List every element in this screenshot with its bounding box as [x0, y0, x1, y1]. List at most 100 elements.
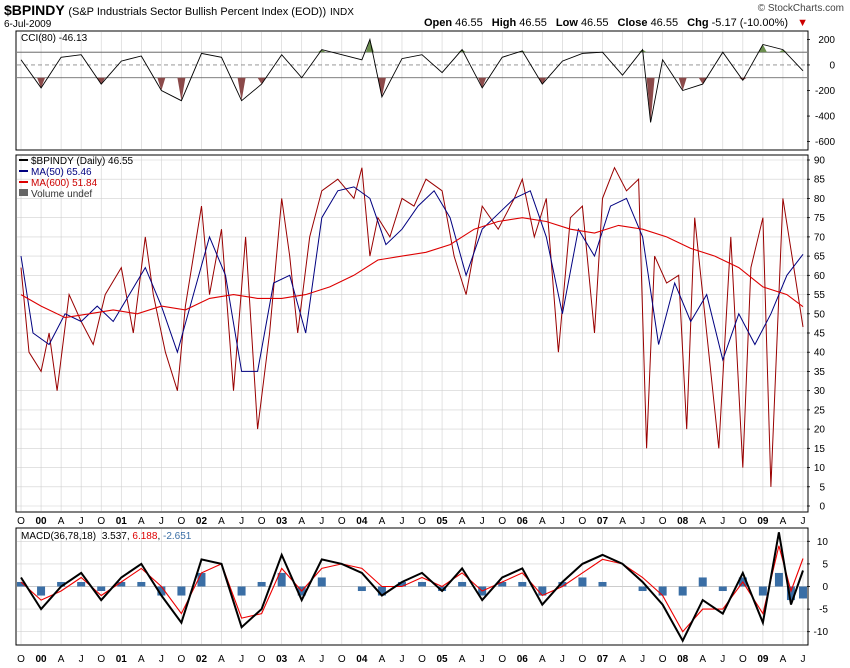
- macd-xtick-label-30: A: [619, 654, 626, 665]
- macd-legend-name: MACD(36,78,18): [21, 531, 96, 542]
- macd-xtick-label-13: 03: [276, 654, 288, 665]
- macd-legend-sep2: ,: [157, 531, 163, 542]
- macd-xtick-label-32: O: [659, 654, 667, 665]
- macd-xtick-label-18: A: [379, 654, 386, 665]
- macd-hist-bar-35: [718, 586, 727, 592]
- price-xtick-label-22: A: [459, 516, 466, 527]
- macd-hist-bar-15: [317, 577, 326, 587]
- macd-xtick-label-0: O: [17, 654, 25, 665]
- price-xtick-label-13: 03: [276, 516, 288, 527]
- macd-legend: MACD(36,78,18) 3.537, 6.188, -2.651: [21, 531, 192, 542]
- price-xtick-label-36: O: [739, 516, 747, 527]
- macd-ytick-label-1: 5: [822, 559, 828, 570]
- macd-xtick-label-20: O: [418, 654, 426, 665]
- macd-hist-bar-11: [237, 586, 246, 596]
- macd-hist-bar-19: [397, 581, 406, 587]
- macd-hist-bar-12: [257, 581, 266, 587]
- macd-hist-bar-3: [77, 581, 86, 587]
- macd-xtick-label-17: 04: [356, 654, 368, 665]
- price-xtick-label-38: A: [780, 516, 787, 527]
- macd-layer: 10 5 0 -5 -10: [17, 529, 828, 644]
- close-value: 46.55: [650, 17, 679, 29]
- ma600-legend-swatch: [19, 181, 28, 183]
- macd-hist-bar-24: [498, 581, 507, 587]
- macd-hist-bar-0: [17, 581, 26, 587]
- price-xtick-label-26: A: [539, 516, 546, 527]
- macd-hist-bar-18: [377, 586, 386, 596]
- low-value: 46.55: [580, 17, 609, 29]
- price-xtick-label-11: J: [239, 516, 244, 527]
- price-xtick-label-19: J: [399, 516, 404, 527]
- macd-xtick-label-29: 07: [597, 654, 609, 665]
- macd-xtick-label-6: A: [138, 654, 145, 665]
- macd-legend-value: 3.537: [102, 531, 127, 542]
- exchange: INDX: [330, 7, 354, 18]
- cci-ytick-label-3: -400: [815, 112, 835, 123]
- ma600-legend: MA(600) 51.84: [31, 178, 98, 189]
- macd-hist-bar-34: [698, 577, 707, 587]
- price-xtick-label-37: 09: [757, 516, 769, 527]
- ohlc-summary: Open 46.55 High 46.55 Low 46.55 Close 46…: [424, 17, 808, 29]
- low-label: Low: [555, 17, 578, 29]
- macd-xtick-label-38: A: [780, 654, 787, 665]
- cci-fill-38: [738, 77, 747, 81]
- chg-down-icon: ▼: [797, 17, 808, 29]
- macd-xtick-label-35: J: [720, 654, 725, 665]
- price-ytick-label-1: 5: [819, 482, 825, 493]
- price-ytick-label-18: 90: [814, 156, 826, 167]
- price-ytick-label-9: 45: [814, 329, 826, 340]
- price-xtick-label-33: 08: [677, 516, 689, 527]
- chart-title: $BPINDY (S&P Industrials Sector Bullish …: [4, 2, 354, 18]
- macd-hist-bar-6: [137, 581, 146, 587]
- cci-fill-4: [97, 77, 106, 85]
- macd-xtick-label-19: J: [399, 654, 404, 665]
- price-xtick-label-3: J: [79, 516, 84, 527]
- macd-xtick-label-12: O: [258, 654, 266, 665]
- price-xtick-label-0: O: [17, 516, 25, 527]
- high-label: High: [491, 17, 517, 29]
- macd-hist-bar-38: [774, 572, 783, 587]
- price-xtick-label-23: J: [480, 516, 485, 527]
- volume-legend-swatch: [19, 189, 28, 196]
- macd-xtick-label-37: 09: [757, 654, 769, 665]
- macd-xtick-label-34: A: [699, 654, 706, 665]
- price-xtick-label-15: J: [319, 516, 324, 527]
- macd-ytick-label-0: 10: [817, 537, 829, 548]
- macd-legend-sep1: ,: [127, 531, 133, 542]
- macd-hist-bar-26: [538, 586, 547, 596]
- price-xtick-label-18: A: [379, 516, 386, 527]
- macd-hist-bar-8: [177, 586, 186, 596]
- cci-series-line: [20, 37, 804, 123]
- macd-xtick-label-15: J: [319, 654, 324, 665]
- price-series-2: [20, 217, 804, 319]
- price-ytick-label-3: 15: [814, 444, 826, 455]
- price-ytick-label-17: 85: [814, 175, 826, 186]
- price-xtick-label-6: A: [138, 516, 145, 527]
- cci-ytick-label-2: -200: [815, 86, 835, 97]
- macd-xtick-label-39: J: [800, 654, 805, 665]
- cci-fill-33: [646, 77, 655, 123]
- macd-hist-bar-25: [518, 581, 527, 587]
- macd-xtick-label-23: J: [480, 654, 485, 665]
- price-series-0: [20, 166, 804, 487]
- macd-hist-bar-2: [57, 581, 66, 587]
- macd-xtick-label-22: A: [459, 654, 466, 665]
- cci-layer: 200 0 -200 -400 -600: [17, 32, 835, 149]
- macd-xtick-label-7: J: [159, 654, 164, 665]
- cci-fill-24: [478, 77, 487, 88]
- open-label: Open: [423, 17, 453, 29]
- cci-fill-1: [37, 77, 46, 88]
- price-xtick-label-32: O: [659, 516, 667, 527]
- price-xtick-label-16: O: [338, 516, 346, 527]
- macd-xtick-label-16: O: [338, 654, 346, 665]
- open-value: 46.55: [455, 17, 483, 29]
- macd-xtick-label-36: O: [739, 654, 747, 665]
- macd-hist-bar-9: [197, 572, 206, 587]
- price-xtick-label-7: J: [159, 516, 164, 527]
- price-xtick-label-30: A: [619, 516, 626, 527]
- macd-hist-bar-39: [786, 586, 795, 601]
- macd-xtick-label-3: J: [79, 654, 84, 665]
- cci-ytick-label-0: 200: [818, 35, 835, 46]
- price-xtick-label-8: O: [178, 516, 186, 527]
- price-xtick-label-39: J: [800, 516, 805, 527]
